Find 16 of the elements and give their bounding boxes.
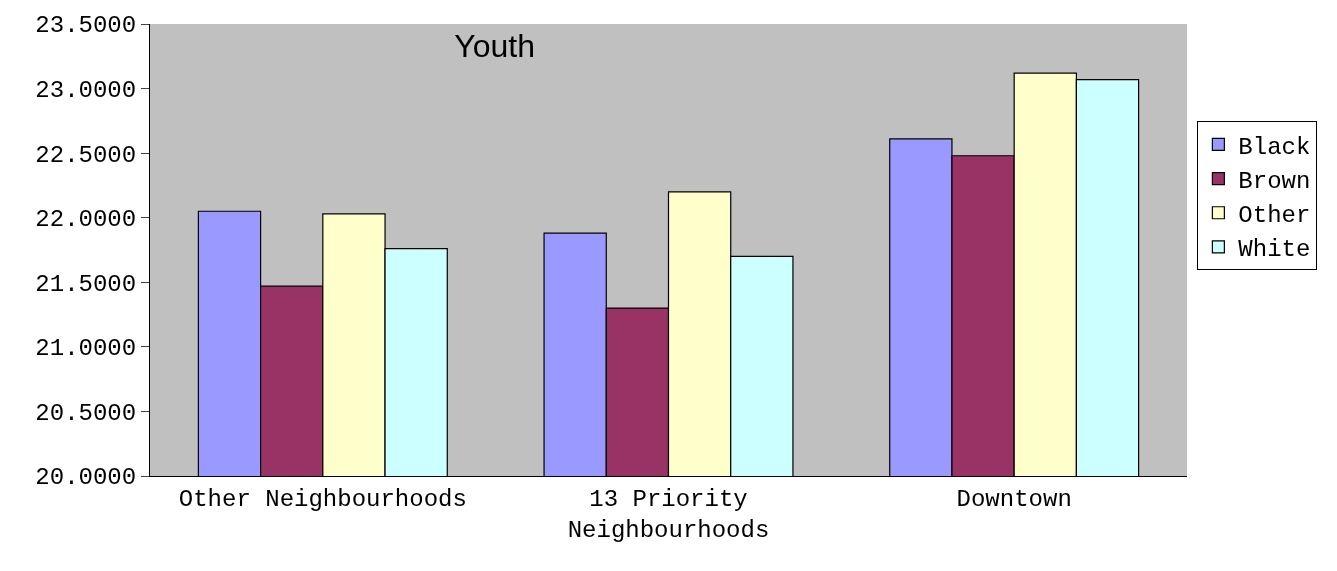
x-tick-label: 13 Priority Neighbourhoods	[567, 485, 770, 544]
y-tick-label: 20.5000	[35, 399, 137, 427]
x-tick-label: Downtown	[956, 485, 1072, 513]
legend-label: Black	[1238, 133, 1311, 161]
x-tick-label: Other Neighbourhoods	[178, 485, 467, 513]
y-tick-label: 20.0000	[35, 464, 137, 492]
y-tick-label: 21.5000	[35, 270, 137, 298]
legend-label: Other	[1238, 202, 1311, 230]
y-tick-label: 22.5000	[35, 141, 137, 169]
chart-title: Youth	[454, 27, 536, 64]
y-tick-label: 23.0000	[35, 76, 137, 104]
y-tick-label: 23.5000	[35, 12, 137, 40]
legend-label: White	[1238, 236, 1311, 264]
legend-label: Brown	[1238, 167, 1311, 195]
y-tick-label: 21.0000	[35, 335, 137, 363]
y-tick-label: 22.0000	[35, 206, 137, 234]
